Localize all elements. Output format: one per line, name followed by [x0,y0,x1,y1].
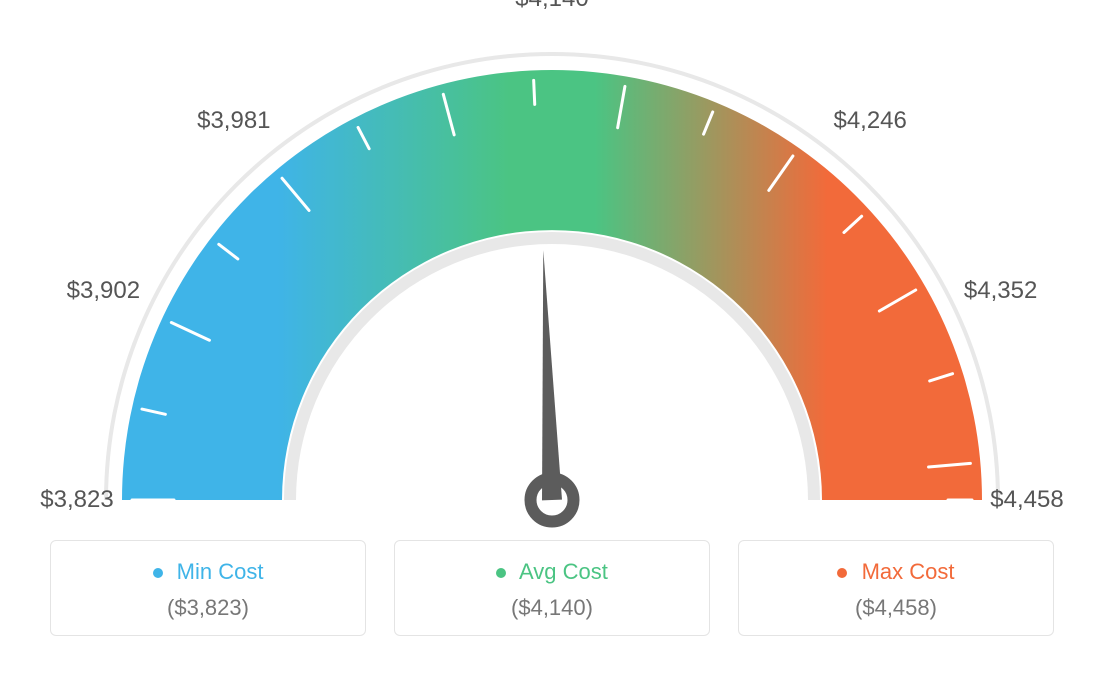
min-cost-card: Min Cost ($3,823) [50,540,366,636]
gauge-scale-label: $3,902 [67,277,140,305]
avg-cost-value: ($4,140) [395,595,709,621]
gauge-scale-label: $3,981 [197,107,270,135]
min-dot-icon [153,568,163,578]
avg-cost-title: Avg Cost [395,559,709,585]
max-dot-icon [837,568,847,578]
min-cost-label: Min Cost [177,559,264,584]
max-cost-label: Max Cost [862,559,955,584]
avg-cost-card: Avg Cost ($4,140) [394,540,710,636]
max-cost-title: Max Cost [739,559,1053,585]
gauge-chart: $3,823 $3,902 $3,981 $4,140 $4,246 $4,352 $4,4… [0,0,1104,530]
min-cost-title: Min Cost [51,559,365,585]
max-cost-value: ($4,458) [739,595,1053,621]
gauge-scale-label: $4,458 [990,486,1063,514]
max-cost-card: Max Cost ($4,458) [738,540,1054,636]
min-cost-value: ($3,823) [51,595,365,621]
gauge-svg [0,0,1104,530]
gauge-scale-label: $4,140 [515,0,588,13]
gauge-scale-label: $4,246 [833,107,906,135]
cost-cards-row: Min Cost ($3,823) Avg Cost ($4,140) Max … [0,530,1104,636]
gauge-scale-label: $3,823 [40,486,113,514]
avg-cost-label: Avg Cost [519,559,608,584]
avg-dot-icon [496,568,506,578]
gauge-scale-label: $4,352 [964,277,1037,305]
